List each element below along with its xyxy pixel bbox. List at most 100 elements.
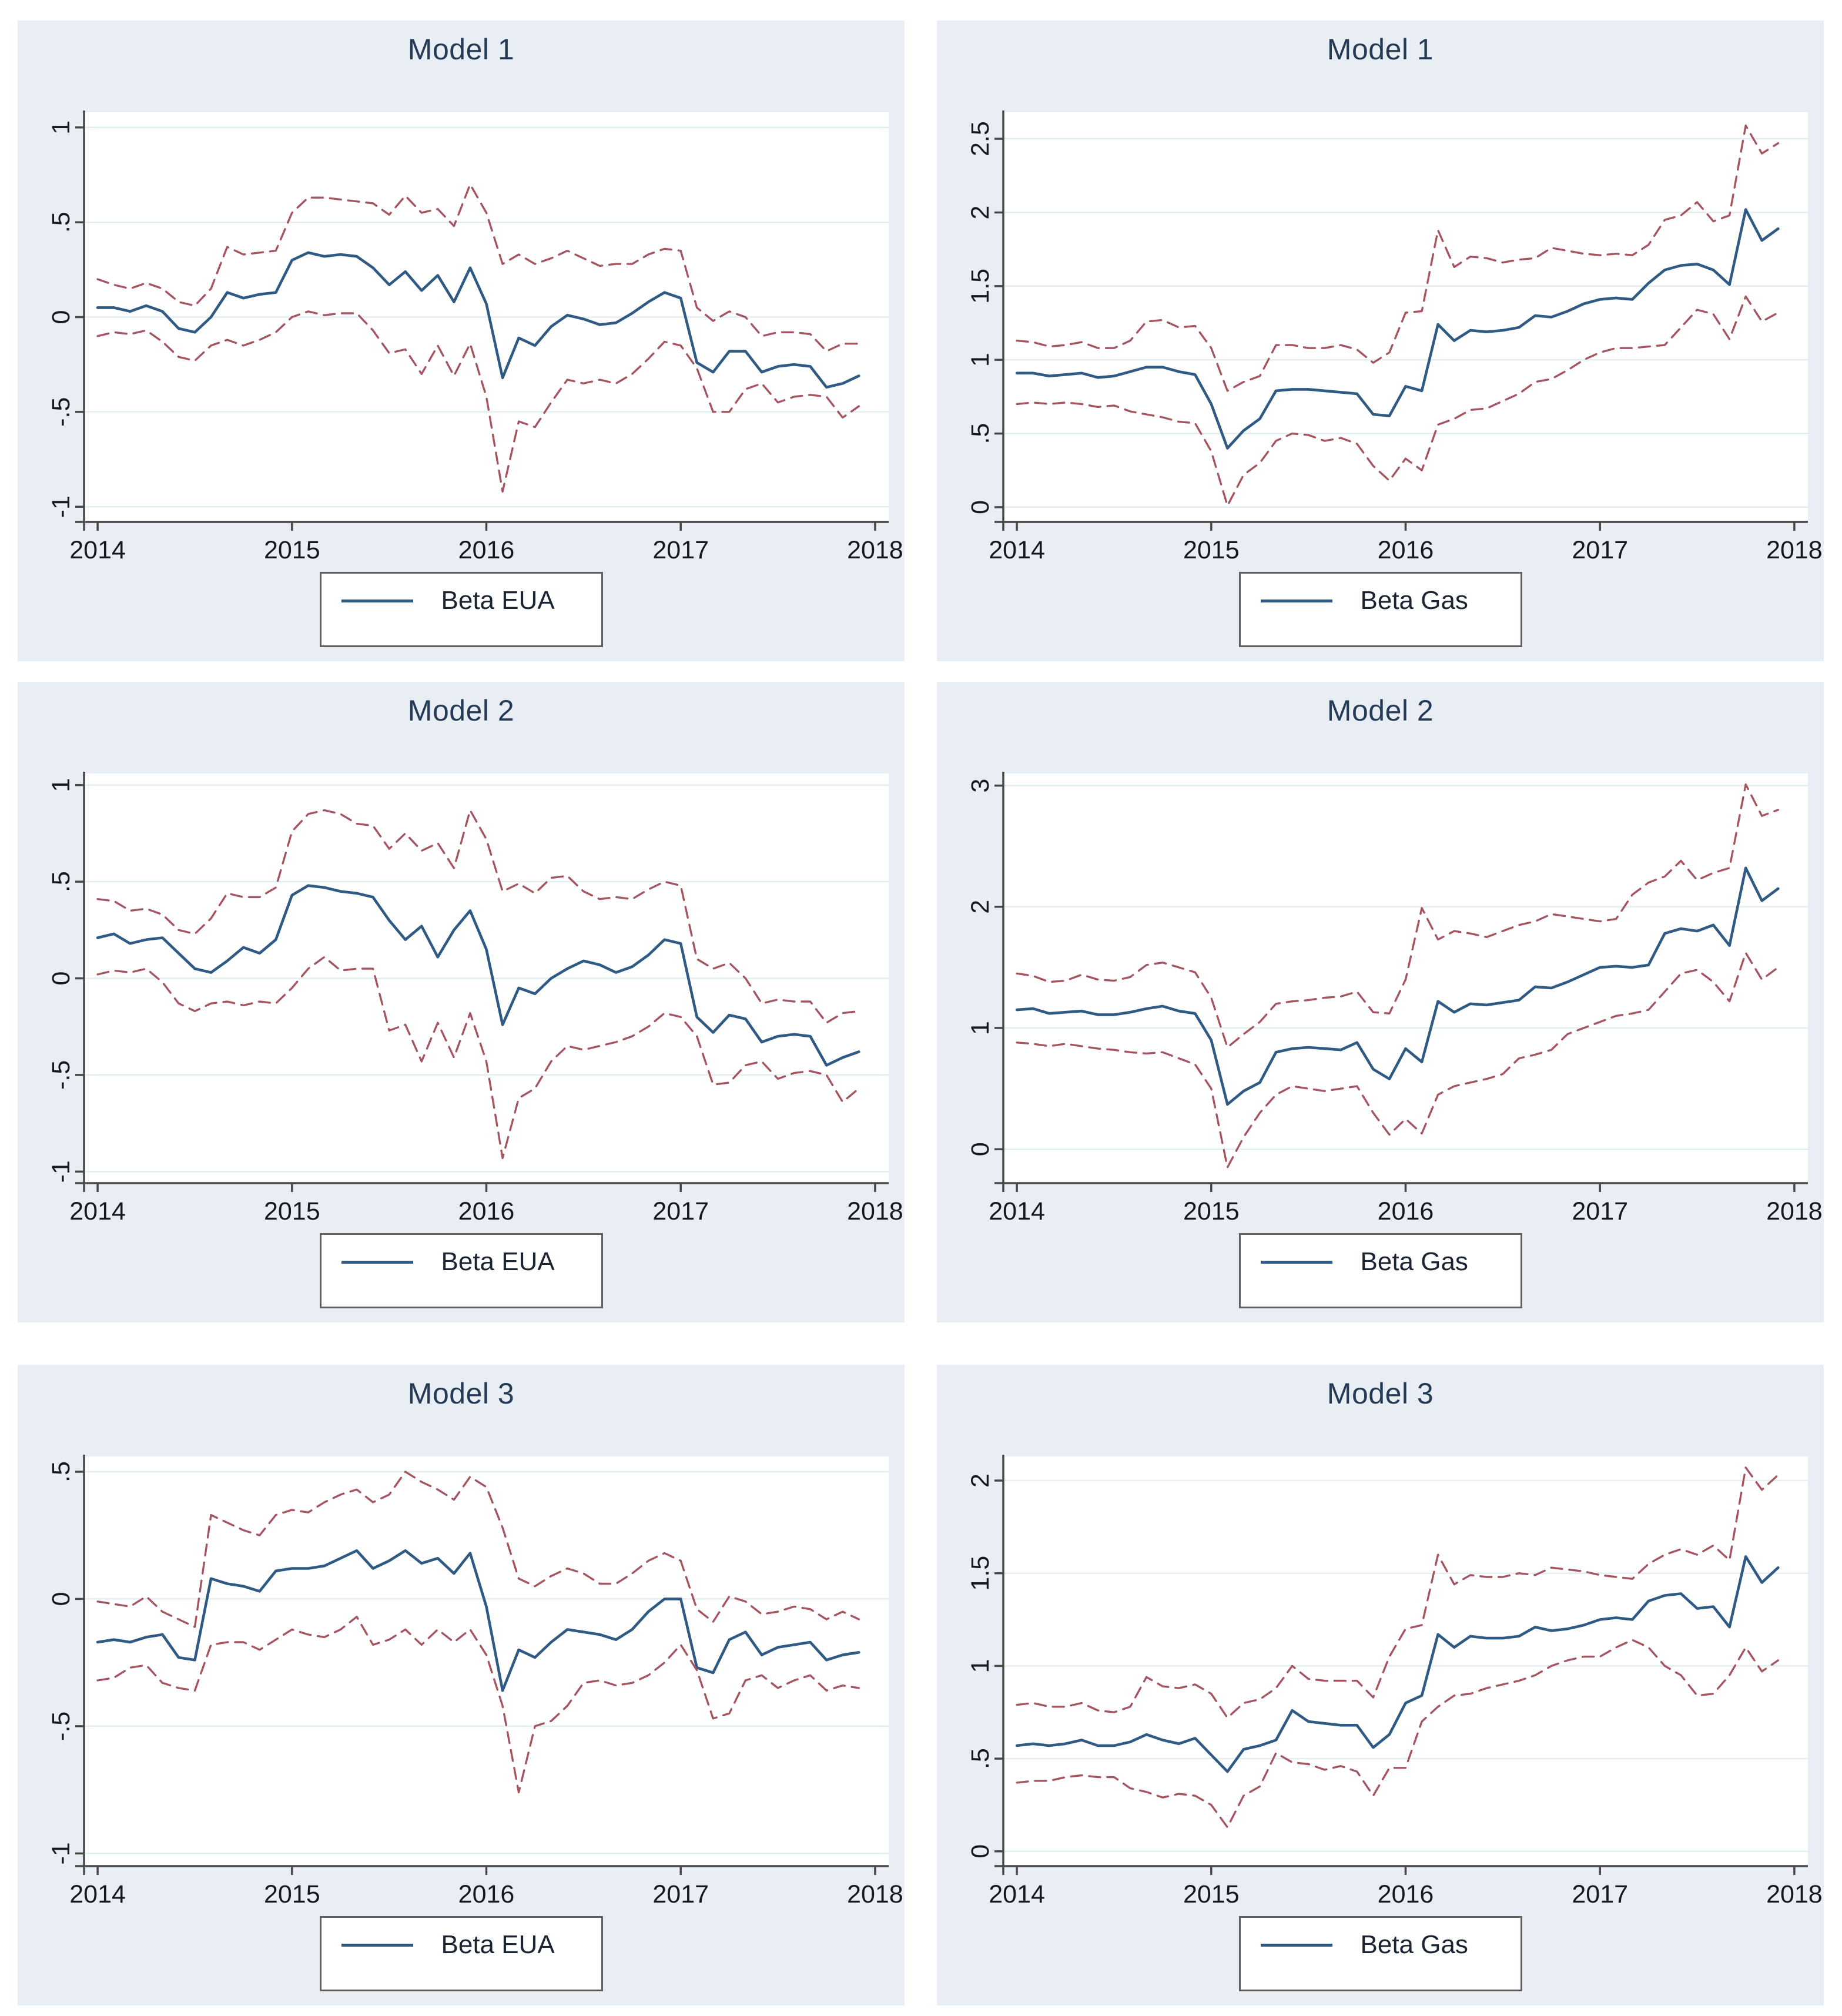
svg-text:2014: 2014: [69, 1880, 126, 1908]
plot-area: 1 .5 0 -.5 -1 2014 2015 2016 2017 2018: [47, 110, 903, 564]
svg-text:2018: 2018: [1766, 536, 1823, 564]
svg-text:.5: .5: [966, 423, 994, 444]
svg-text:0: 0: [47, 1592, 75, 1606]
legend-box: Beta Gas: [1238, 1233, 1522, 1308]
svg-text:2015: 2015: [264, 536, 320, 564]
chart-panel-model3-beta-gas: Model 3 2 1.5 1.5 0 2014 2015 2016 2017 2018 Bet…: [937, 1365, 1824, 2005]
svg-text:-.5: -.5: [47, 1060, 75, 1090]
legend-label: Beta Gas: [1360, 1247, 1468, 1276]
chart-panel-model2-beta-eua: Model 2 1 .5 0 -.5 -1 2014 2015 2016 2017 2018 Be…: [18, 682, 905, 1322]
svg-text:2017: 2017: [652, 1197, 709, 1225]
svg-text:0: 0: [966, 1844, 994, 1858]
svg-text:2014: 2014: [69, 536, 126, 564]
svg-text:2014: 2014: [989, 1197, 1045, 1225]
svg-text:2014: 2014: [989, 536, 1045, 564]
legend-box: Beta EUA: [319, 572, 603, 647]
svg-text:2016: 2016: [1378, 536, 1434, 564]
legend-box: Beta EUA: [319, 1233, 603, 1308]
chart-panel-model3-beta-eua: Model 3 .5 0 -.5 -1 2014 2015 2016 2017 2018 Bet…: [18, 1365, 905, 2005]
chart-title: Model 3: [407, 1377, 515, 1410]
svg-text:2016: 2016: [458, 1197, 515, 1225]
legend-label: Beta EUA: [441, 586, 555, 615]
chart-title: Model 3: [1327, 1377, 1434, 1410]
svg-text:2018: 2018: [1766, 1880, 1823, 1908]
legend: Beta Gas: [937, 1916, 1824, 1991]
svg-text:2017: 2017: [1572, 1880, 1628, 1908]
legend: Beta EUA: [18, 572, 905, 647]
svg-text:2018: 2018: [847, 1880, 903, 1908]
svg-text:-.5: -.5: [47, 1712, 75, 1741]
svg-text:-.5: -.5: [47, 397, 75, 427]
legend-label: Beta Gas: [1360, 586, 1468, 615]
svg-text:2015: 2015: [1183, 536, 1240, 564]
svg-text:.5: .5: [47, 212, 75, 233]
chart-panel-model1-beta-gas: Model 1 2.5 2 1.5 1.5 0 2014 2015 2016 2017 2018 …: [937, 21, 1824, 661]
svg-text:2018: 2018: [1766, 1197, 1823, 1225]
svg-text:3: 3: [966, 779, 994, 793]
svg-text:2: 2: [966, 900, 994, 914]
svg-text:2014: 2014: [989, 1880, 1045, 1908]
svg-text:.5: .5: [47, 871, 75, 892]
svg-text:2017: 2017: [1572, 1197, 1628, 1225]
legend-line-sample: [1260, 1943, 1332, 1947]
legend-line-sample: [1260, 599, 1332, 602]
svg-text:2017: 2017: [652, 536, 709, 564]
legend: Beta EUA: [18, 1233, 905, 1308]
svg-text:2016: 2016: [458, 536, 515, 564]
svg-text:2015: 2015: [264, 1197, 320, 1225]
legend: Beta EUA: [18, 1916, 905, 1991]
chart-title: Model 2: [407, 694, 515, 727]
svg-text:-1: -1: [47, 495, 75, 518]
svg-text:2015: 2015: [1183, 1880, 1240, 1908]
legend-label: Beta Gas: [1360, 1930, 1468, 1959]
chart-title: Model 1: [1327, 33, 1434, 66]
svg-text:0: 0: [966, 1142, 994, 1156]
legend-line-sample: [1260, 1260, 1332, 1264]
legend-box: Beta Gas: [1238, 1916, 1522, 1991]
svg-text:2: 2: [966, 1474, 994, 1488]
svg-text:1: 1: [47, 120, 75, 135]
svg-text:2016: 2016: [1378, 1197, 1434, 1225]
legend-line-sample: [341, 1260, 413, 1264]
svg-text:1.5: 1.5: [966, 1556, 994, 1591]
svg-text:0: 0: [47, 972, 75, 986]
svg-text:.5: .5: [47, 1461, 75, 1482]
plot-area: 3 2 1 0 2014 2015 2016 2017 2018: [966, 772, 1823, 1225]
svg-text:1: 1: [966, 353, 994, 367]
chart-panel-model2-beta-gas: Model 2 3 2 1 0 2014 2015 2016 2017 2018 Beta Ga…: [937, 682, 1824, 1322]
chart-panel-model1-beta-eua: Model 1 1 .5 0 -.5 -1 2014 2015 2016 2017 2018 Be…: [18, 21, 905, 661]
legend-label: Beta EUA: [441, 1247, 555, 1276]
svg-text:2016: 2016: [458, 1880, 515, 1908]
svg-text:2018: 2018: [847, 1197, 903, 1225]
svg-text:-1: -1: [47, 1160, 75, 1183]
svg-text:2017: 2017: [1572, 536, 1628, 564]
plot-area: .5 0 -.5 -1 2014 2015 2016 2017 2018: [47, 1455, 903, 1908]
legend-label: Beta EUA: [441, 1930, 555, 1959]
plot-area: 1 .5 0 -.5 -1 2014 2015 2016 2017 2018: [47, 772, 903, 1225]
svg-text:2015: 2015: [1183, 1197, 1240, 1225]
legend-box: Beta Gas: [1238, 572, 1522, 647]
legend-line-sample: [341, 599, 413, 602]
chart-title: Model 1: [407, 33, 515, 66]
svg-text:2014: 2014: [69, 1197, 126, 1225]
legend: Beta Gas: [937, 1233, 1824, 1308]
svg-text:1: 1: [966, 1659, 994, 1673]
legend: Beta Gas: [937, 572, 1824, 647]
svg-text:2015: 2015: [264, 1880, 320, 1908]
svg-text:-1: -1: [47, 1842, 75, 1864]
legend-box: Beta EUA: [319, 1916, 603, 1991]
svg-text:2016: 2016: [1378, 1880, 1434, 1908]
svg-text:2017: 2017: [652, 1880, 709, 1908]
svg-text:2.5: 2.5: [966, 121, 994, 156]
svg-text:1: 1: [966, 1021, 994, 1035]
svg-text:.5: .5: [966, 1748, 994, 1769]
svg-text:0: 0: [47, 310, 75, 324]
svg-text:1: 1: [47, 778, 75, 792]
svg-text:2: 2: [966, 206, 994, 220]
svg-text:2018: 2018: [847, 536, 903, 564]
legend-line-sample: [341, 1943, 413, 1947]
svg-text:0: 0: [966, 500, 994, 514]
